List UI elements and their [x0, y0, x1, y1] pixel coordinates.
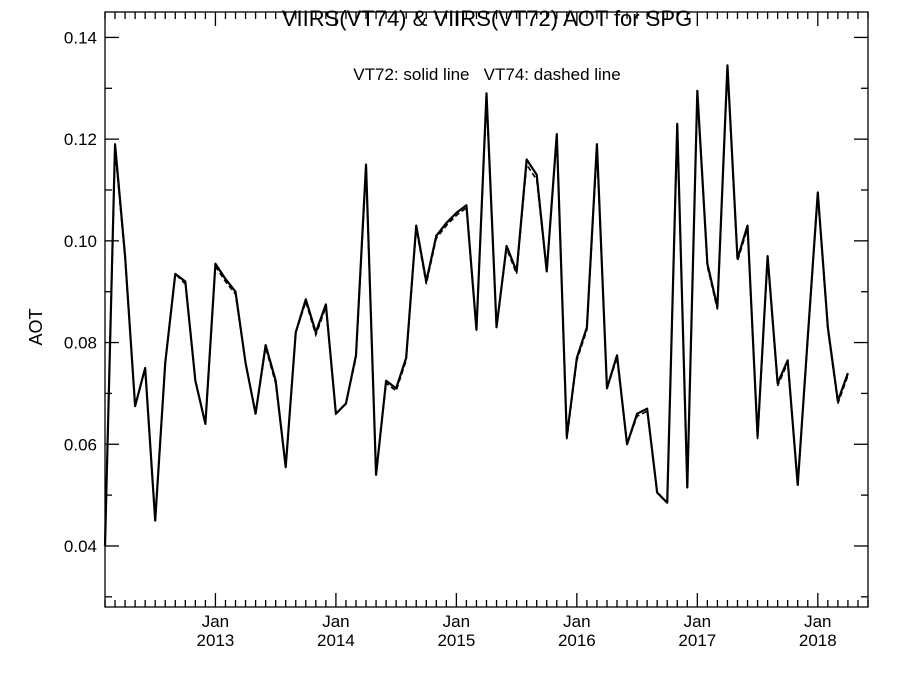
x-tick-label-month: Jan	[322, 612, 349, 631]
series-line-vt72	[103, 64, 849, 546]
x-tick-label-month: Jan	[684, 612, 711, 631]
line-style-annotation: VT72: solid line VT74: dashed line	[353, 65, 620, 84]
y-tick-label: 0.12	[64, 130, 97, 149]
x-tick-label-year: 2016	[558, 631, 596, 650]
x-tick-label-year: 2018	[799, 631, 837, 650]
x-tick-label-month: Jan	[443, 612, 470, 631]
x-axis-ticks: Jan2013Jan2014Jan2015Jan2016Jan2017Jan20…	[104, 12, 869, 650]
x-tick-label-year: 2013	[197, 631, 235, 650]
y-tick-label: 0.04	[64, 537, 97, 556]
x-tick-label-year: 2015	[437, 631, 475, 650]
y-tick-label: 0.08	[64, 334, 97, 353]
x-tick-label-year: 2017	[678, 631, 716, 650]
y-axis-ticks: 0.04 0.06 0.08 0.10 0.12 0.14	[64, 28, 868, 598]
y-tick-label: 0.14	[64, 28, 97, 47]
series-layer	[103, 64, 849, 546]
y-axis-label: AOT	[26, 308, 46, 345]
x-tick-label-month: Jan	[202, 612, 229, 631]
x-tick-label-month: Jan	[563, 612, 590, 631]
x-tick-label-month: Jan	[804, 612, 831, 631]
y-tick-label: 0.06	[64, 435, 97, 454]
x-tick-label-year: 2014	[317, 631, 355, 650]
y-tick-label: 0.10	[64, 232, 97, 251]
